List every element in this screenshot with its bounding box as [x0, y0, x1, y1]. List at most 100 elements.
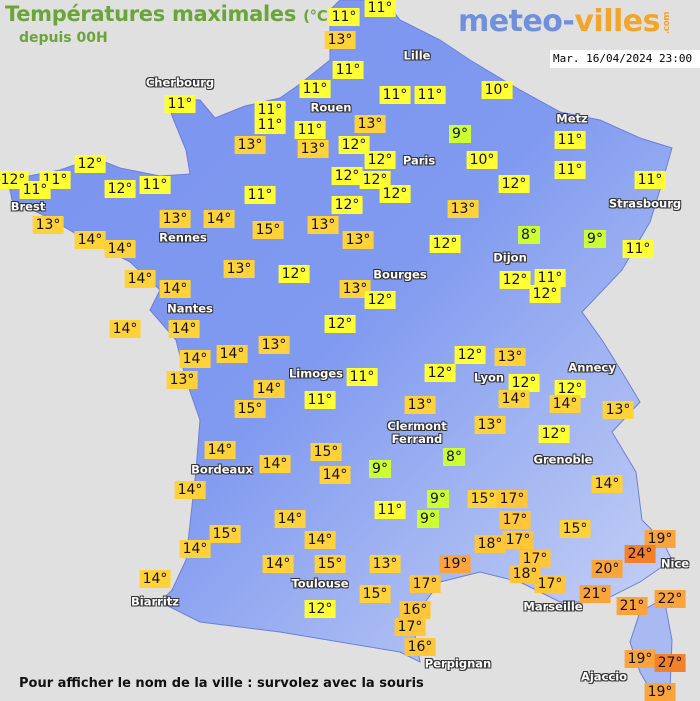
temperature-label[interactable]: 12° — [74, 155, 106, 173]
temperature-label[interactable]: 14° — [139, 570, 171, 588]
temperature-label[interactable]: 8° — [443, 448, 465, 466]
temperature-label[interactable]: 9° — [369, 460, 391, 478]
temperature-label[interactable]: 14° — [174, 481, 206, 499]
temperature-label[interactable]: 18° — [474, 535, 506, 553]
temperature-label[interactable]: 15° — [209, 525, 241, 543]
temperature-label[interactable]: 12° — [364, 291, 396, 309]
temperature-label[interactable]: 12° — [324, 315, 356, 333]
temperature-label[interactable]: 12° — [538, 425, 570, 443]
temperature-label[interactable]: 11° — [294, 121, 326, 139]
temperature-label[interactable]: 13° — [339, 280, 371, 298]
temperature-label[interactable]: 14° — [109, 320, 141, 338]
temperature-label[interactable]: 11° — [554, 131, 586, 149]
temperature-label[interactable]: 12° — [379, 185, 411, 203]
temperature-label[interactable]: 17° — [409, 575, 441, 593]
temperature-label[interactable]: 11° — [364, 0, 396, 17]
temperature-label[interactable]: 11° — [346, 368, 378, 386]
temperature-label[interactable]: 11° — [139, 176, 171, 194]
temperature-label[interactable]: 14° — [74, 231, 106, 249]
temperature-label[interactable]: 15° — [252, 221, 284, 239]
temperature-label[interactable]: 13° — [159, 210, 191, 228]
temperature-label[interactable]: 13° — [369, 555, 401, 573]
temperature-label[interactable]: 12° — [424, 364, 456, 382]
temperature-label[interactable]: 16° — [404, 638, 436, 656]
temperature-label[interactable]: 14° — [204, 441, 236, 459]
temperature-label[interactable]: 19° — [644, 683, 676, 701]
temperature-label[interactable]: 16° — [399, 601, 431, 619]
temperature-label[interactable]: 21° — [616, 597, 648, 615]
temperature-label[interactable]: 12° — [429, 235, 461, 253]
temperature-label[interactable]: 11° — [414, 86, 446, 104]
temperature-label[interactable]: 17° — [502, 531, 534, 549]
temperature-label[interactable]: 9° — [449, 125, 471, 143]
temperature-label[interactable]: 13° — [223, 260, 255, 278]
temperature-label[interactable]: 17° — [534, 575, 566, 593]
temperature-label[interactable]: 27° — [654, 654, 686, 672]
temperature-label[interactable]: 11° — [332, 61, 364, 79]
temperature-label[interactable]: 14° — [253, 380, 285, 398]
temperature-label[interactable]: 11° — [164, 95, 196, 113]
temperature-label[interactable]: 12° — [278, 265, 310, 283]
temperature-label[interactable]: 9° — [417, 510, 439, 528]
temperature-label[interactable]: 11° — [299, 80, 331, 98]
temperature-label[interactable]: 12° — [498, 175, 530, 193]
temperature-label[interactable]: 14° — [216, 345, 248, 363]
temperature-label[interactable]: 19° — [439, 555, 471, 573]
temperature-label[interactable]: 14° — [203, 210, 235, 228]
temperature-label[interactable]: 11° — [554, 161, 586, 179]
temperature-label[interactable]: 9° — [427, 490, 449, 508]
temperature-label[interactable]: 15° — [559, 520, 591, 538]
temperature-label[interactable]: 15° — [467, 490, 499, 508]
temperature-label[interactable]: 8° — [518, 226, 540, 244]
temperature-label[interactable]: 13° — [166, 371, 198, 389]
temperature-label[interactable]: 14° — [591, 475, 623, 493]
temperature-label[interactable]: 11° — [622, 240, 654, 258]
temperature-label[interactable]: 10° — [481, 81, 513, 99]
temperature-label[interactable]: 13° — [404, 396, 436, 414]
temperature-label[interactable]: 14° — [179, 540, 211, 558]
temperature-label[interactable]: 18° — [509, 565, 541, 583]
temperature-label[interactable]: 14° — [262, 555, 294, 573]
temperature-label[interactable]: 24° — [624, 545, 656, 563]
temperature-label[interactable]: 13° — [307, 216, 339, 234]
temperature-label[interactable]: 17° — [499, 511, 531, 529]
temperature-label[interactable]: 14° — [104, 240, 136, 258]
temperature-label[interactable]: 15° — [314, 555, 346, 573]
temperature-label[interactable]: 12° — [529, 285, 561, 303]
temperature-label[interactable]: 22° — [654, 590, 686, 608]
temperature-label[interactable]: 11° — [374, 501, 406, 519]
temperature-label[interactable]: 19° — [624, 650, 656, 668]
temperature-label[interactable]: 11° — [634, 171, 666, 189]
temperature-label[interactable]: 12° — [304, 600, 336, 618]
temperature-label[interactable]: 19° — [644, 530, 676, 548]
temperature-label[interactable]: 12° — [364, 151, 396, 169]
temperature-label[interactable]: 10° — [466, 151, 498, 169]
temperature-label[interactable]: 15° — [359, 585, 391, 603]
temperature-label[interactable]: 17° — [519, 550, 551, 568]
temperature-label[interactable]: 11° — [19, 181, 51, 199]
temperature-label[interactable]: 12° — [331, 167, 363, 185]
temperature-label[interactable]: 12° — [104, 180, 136, 198]
temperature-label[interactable]: 13° — [474, 416, 506, 434]
temperature-label[interactable]: 17° — [394, 618, 426, 636]
temperature-label[interactable]: 14° — [319, 466, 351, 484]
temperature-label[interactable]: 12° — [499, 271, 531, 289]
temperature-label[interactable]: 14° — [124, 270, 156, 288]
temperature-label[interactable]: 13° — [342, 231, 374, 249]
temperature-label[interactable]: 20° — [591, 560, 623, 578]
temperature-label[interactable]: 14° — [274, 510, 306, 528]
temperature-label[interactable]: 13° — [258, 336, 290, 354]
temperature-label[interactable]: 12° — [454, 346, 486, 364]
temperature-label[interactable]: 11° — [254, 101, 286, 119]
temperature-label[interactable]: 21° — [579, 585, 611, 603]
temperature-label[interactable]: 13° — [32, 216, 64, 234]
temperature-label[interactable]: 13° — [234, 136, 266, 154]
temperature-label[interactable]: 17° — [496, 490, 528, 508]
temperature-label[interactable]: 11° — [304, 391, 336, 409]
temperature-label[interactable]: 13° — [447, 200, 479, 218]
temperature-label[interactable]: 13° — [354, 115, 386, 133]
temperature-label[interactable]: 11° — [244, 186, 276, 204]
temperature-label[interactable]: 12° — [508, 374, 540, 392]
temperature-label[interactable]: 11° — [379, 86, 411, 104]
temperature-label[interactable]: 14° — [498, 390, 530, 408]
